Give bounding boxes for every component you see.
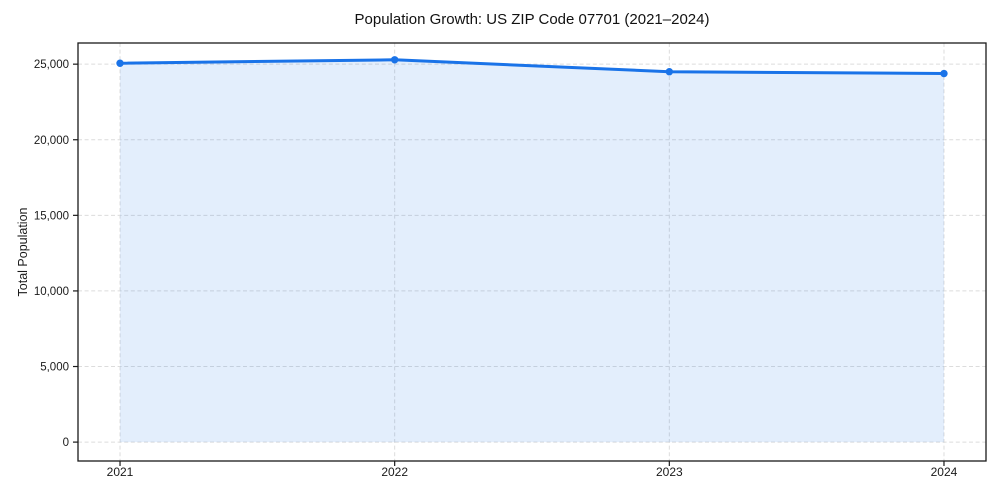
- x-tick-label: 2022: [381, 465, 408, 479]
- y-tick-label: 25,000: [34, 59, 69, 71]
- y-tick-label: 10,000: [34, 286, 69, 298]
- data-point: [665, 68, 674, 76]
- data-point: [940, 69, 948, 78]
- x-tick-label: 2021: [107, 465, 134, 479]
- area-fill: [120, 59, 944, 443]
- y-tick-label: 20,000: [34, 135, 69, 147]
- y-tick-label: 5,000: [40, 362, 69, 374]
- y-tick-label: 15,000: [34, 210, 69, 222]
- chart-title: Population Growth: US ZIP Code 07701 (20…: [355, 11, 710, 28]
- x-tick-label: 2023: [656, 465, 683, 479]
- x-tick-label: 2024: [931, 465, 958, 479]
- y-tick-label: 0: [63, 437, 69, 449]
- trend-line: [118, 58, 946, 76]
- data-point: [390, 56, 399, 64]
- plot-area: 0 5,000 10,000 15,000 20,000 25,000 2021 2022 20…: [34, 42, 987, 479]
- data-point: [116, 59, 124, 67]
- plot-border: [77, 42, 987, 462]
- y-axis-title: Total Population: [16, 207, 30, 296]
